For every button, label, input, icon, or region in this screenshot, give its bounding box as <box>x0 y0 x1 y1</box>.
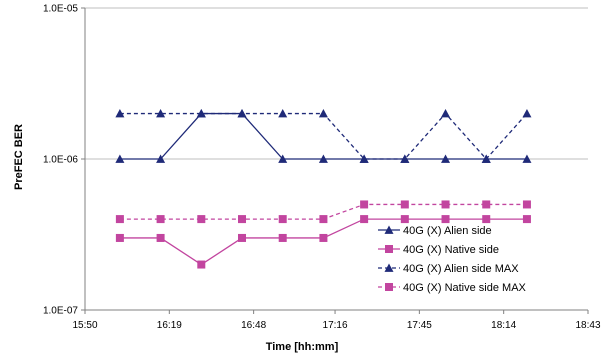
data-point <box>318 154 328 163</box>
data-point <box>522 200 531 209</box>
data-point <box>156 233 165 242</box>
x-tick-label: 17:45 <box>407 320 432 331</box>
x-tick-label: 16:48 <box>241 320 266 331</box>
legend-label: 40G (X) Alien side MAX <box>403 263 519 275</box>
data-point <box>400 200 409 209</box>
x-tick-label: 18:14 <box>491 320 516 331</box>
legend-item: 40G (X) Native side MAX <box>378 282 527 294</box>
legend-label: 40G (X) Native side <box>403 244 499 256</box>
data-point <box>441 215 450 224</box>
data-point <box>400 215 409 224</box>
data-point <box>278 215 287 224</box>
data-point <box>197 215 206 224</box>
data-point <box>156 109 166 118</box>
legend-marker <box>385 283 393 291</box>
data-point <box>115 233 124 242</box>
series-40g-x-alien-side-max <box>115 109 532 163</box>
series-layer <box>115 109 532 269</box>
data-point <box>441 109 451 118</box>
data-point <box>318 109 328 118</box>
y-axis-title: PreFEC BER <box>13 124 25 190</box>
data-point <box>115 215 124 224</box>
data-point <box>319 215 328 224</box>
data-point <box>319 233 328 242</box>
data-point <box>115 154 125 163</box>
data-point <box>278 233 287 242</box>
y-tick-label: 1.0E-05 <box>43 4 78 15</box>
data-point <box>360 215 369 224</box>
x-tick-label: 16:19 <box>157 320 182 331</box>
y-tick-label: 1.0E-06 <box>43 155 78 166</box>
x-tick-label: 18:43 <box>575 320 600 331</box>
data-point <box>522 154 532 163</box>
data-point <box>237 109 247 118</box>
data-point <box>441 200 450 209</box>
data-point <box>278 109 288 118</box>
data-point <box>360 200 369 209</box>
y-axis: 1.0E-07 1.0E-06 1.0E-05 <box>43 4 86 317</box>
legend-item: 40G (X) Native side <box>378 244 499 256</box>
data-point <box>238 233 247 242</box>
data-point <box>481 154 491 163</box>
series-40g-x-native-side-max <box>115 200 531 224</box>
data-point <box>278 154 288 163</box>
x-axis: 15:50 16:19 16:48 17:16 17:45 18:14 18:43 <box>72 309 601 331</box>
y-tick-label: 1.0E-07 <box>43 306 78 317</box>
x-axis-title: Time [hh:mm] <box>266 341 339 353</box>
data-point <box>156 154 166 163</box>
legend-marker <box>384 225 394 234</box>
data-point <box>156 215 165 224</box>
data-point <box>197 260 206 269</box>
legend-item: 40G (X) Alien side MAX <box>378 263 519 275</box>
legend-marker <box>385 245 393 253</box>
data-point <box>196 109 206 118</box>
data-point <box>115 109 125 118</box>
x-tick-label: 15:50 <box>72 320 97 331</box>
data-point <box>522 109 532 118</box>
legend-marker <box>384 263 394 272</box>
data-point <box>441 154 451 163</box>
data-point <box>238 215 247 224</box>
data-point <box>482 200 491 209</box>
legend-label: 40G (X) Native side MAX <box>403 282 527 294</box>
data-point <box>400 154 410 163</box>
data-point <box>522 215 531 224</box>
data-point <box>482 215 491 224</box>
data-point <box>359 154 369 163</box>
x-tick-label: 17:16 <box>323 320 348 331</box>
legend-item: 40G (X) Alien side <box>378 225 492 237</box>
legend: 40G (X) Alien side 40G (X) Native side 40G… <box>378 225 527 294</box>
legend-label: 40G (X) Alien side <box>403 225 492 237</box>
series-40g-x-native-side <box>115 215 531 269</box>
